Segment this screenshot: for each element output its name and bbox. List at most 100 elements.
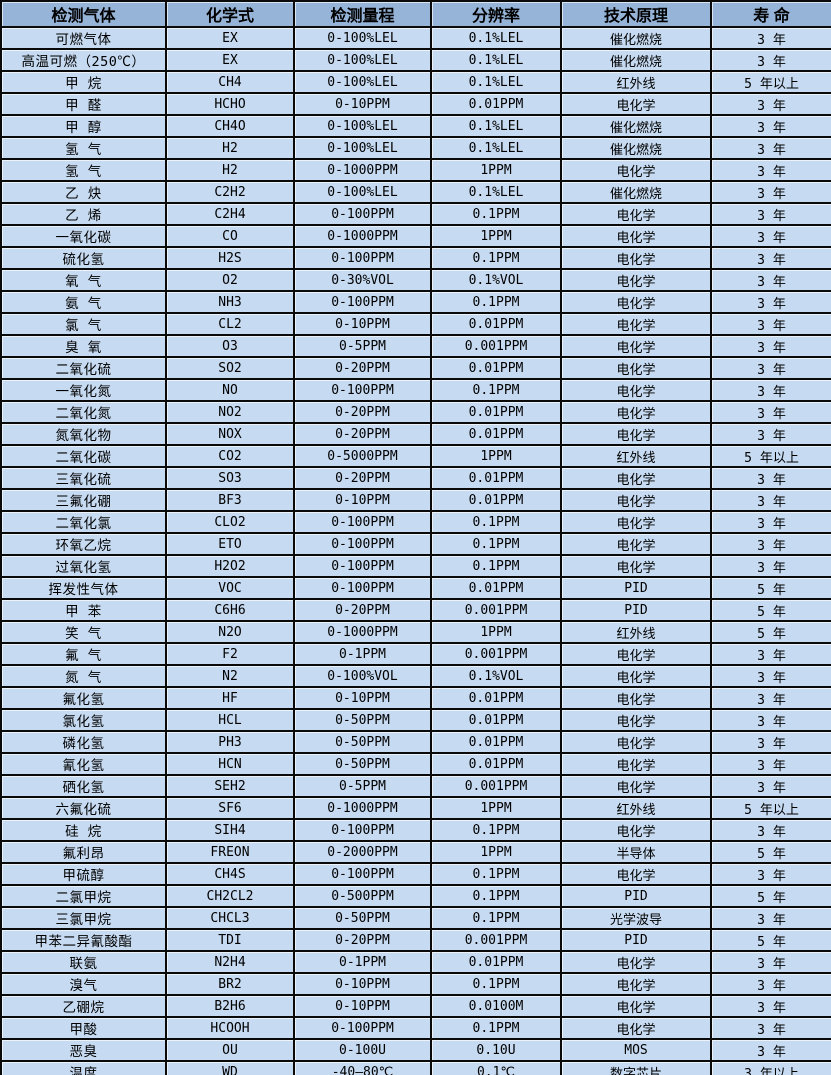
cell: H2 bbox=[165, 158, 295, 182]
cell: 0-2000PPM bbox=[293, 840, 432, 864]
cell: 电化学 bbox=[560, 972, 712, 996]
cell: 0-100PPM bbox=[293, 246, 432, 270]
cell: 0.01PPM bbox=[430, 950, 562, 974]
cell: 1PPM bbox=[430, 840, 562, 864]
table-row: 氟化氢 HF 0-10PPM 0.01PPM 电化学 3 年 bbox=[0, 686, 831, 710]
header-cell: 技术原理 bbox=[560, 0, 712, 28]
cell: 5 年 bbox=[710, 840, 831, 864]
header-cell: 检测气体 bbox=[0, 0, 167, 28]
cell: 5 年 bbox=[710, 928, 831, 952]
cell: 红外线 bbox=[560, 70, 712, 94]
cell: 0-10PPM bbox=[293, 312, 432, 336]
cell: C2H4 bbox=[165, 202, 295, 226]
table-row: 甲 烷 CH4 0-100%LEL 0.1%LEL 红外线 5 年以上 bbox=[0, 70, 831, 94]
cell: 0.1%LEL bbox=[430, 136, 562, 160]
table-row: 笑 气 N2O 0-1000PPM 1PPM 红外线 5 年 bbox=[0, 620, 831, 644]
cell: 0-10PPM bbox=[293, 686, 432, 710]
cell: CHCL3 bbox=[165, 906, 295, 930]
cell: 5 年 bbox=[710, 598, 831, 622]
cell: 红外线 bbox=[560, 796, 712, 820]
cell: 0.001PPM bbox=[430, 598, 562, 622]
cell: N2 bbox=[165, 664, 295, 688]
cell: 二氧化氯 bbox=[0, 510, 167, 534]
cell: 二氧化氮 bbox=[0, 400, 167, 424]
cell: F2 bbox=[165, 642, 295, 666]
table-row: 甲 醇 CH4O 0-100%LEL 0.1%LEL 催化燃烧 3 年 bbox=[0, 114, 831, 138]
cell: 0.1PPM bbox=[430, 818, 562, 842]
cell: 氮 气 bbox=[0, 664, 167, 688]
cell: 0.1PPM bbox=[430, 1016, 562, 1040]
cell: 3 年 bbox=[710, 224, 831, 248]
cell: 乙 炔 bbox=[0, 180, 167, 204]
cell: 0-20PPM bbox=[293, 400, 432, 424]
cell: 0-100PPM bbox=[293, 532, 432, 556]
cell: 5 年 bbox=[710, 620, 831, 644]
cell: 乙硼烷 bbox=[0, 994, 167, 1018]
cell: 半导体 bbox=[560, 840, 712, 864]
cell: 3 年 bbox=[710, 290, 831, 314]
cell: BR2 bbox=[165, 972, 295, 996]
cell: 0.1PPM bbox=[430, 290, 562, 314]
cell: 三氯甲烷 bbox=[0, 906, 167, 930]
cell: 溴气 bbox=[0, 972, 167, 996]
cell: 氢 气 bbox=[0, 158, 167, 182]
header-cell: 化学式 bbox=[165, 0, 295, 28]
cell: 0-100PPM bbox=[293, 554, 432, 578]
cell: 电化学 bbox=[560, 730, 712, 754]
cell: EX bbox=[165, 26, 295, 50]
cell: C6H6 bbox=[165, 598, 295, 622]
cell: 0-5000PPM bbox=[293, 444, 432, 468]
table-row: 氨 气 NH3 0-100PPM 0.1PPM 电化学 3 年 bbox=[0, 290, 831, 314]
cell: 0-20PPM bbox=[293, 422, 432, 446]
cell: 5 年以上 bbox=[710, 70, 831, 94]
cell: 0-100%LEL bbox=[293, 136, 432, 160]
cell: 0.01PPM bbox=[430, 466, 562, 490]
cell: 0-1PPM bbox=[293, 642, 432, 666]
cell: SIH4 bbox=[165, 818, 295, 842]
cell: 0.01PPM bbox=[430, 422, 562, 446]
cell: 3 年 bbox=[710, 1038, 831, 1062]
cell: 氮氧化物 bbox=[0, 422, 167, 446]
cell: H2S bbox=[165, 246, 295, 270]
cell: 电化学 bbox=[560, 1016, 712, 1040]
cell: 电化学 bbox=[560, 488, 712, 512]
table-row: 氮 气 N2 0-100%VOL 0.1%VOL 电化学 3 年 bbox=[0, 664, 831, 688]
cell: 氯 气 bbox=[0, 312, 167, 336]
cell: H2O2 bbox=[165, 554, 295, 578]
cell: 5 年以上 bbox=[710, 444, 831, 468]
cell: 0.01PPM bbox=[430, 752, 562, 776]
table-row: 高温可燃（250℃） EX 0-100%LEL 0.1%LEL 催化燃烧 3 年 bbox=[0, 48, 831, 72]
table-row: 氢 气 H2 0-100%LEL 0.1%LEL 催化燃烧 3 年 bbox=[0, 136, 831, 160]
table-row: 甲酸 HCOOH 0-100PPM 0.1PPM 电化学 3 年 bbox=[0, 1016, 831, 1040]
cell: 5 年 bbox=[710, 884, 831, 908]
table-row: 一氧化氮 NO 0-100PPM 0.1PPM 电化学 3 年 bbox=[0, 378, 831, 402]
cell: 电化学 bbox=[560, 532, 712, 556]
cell: 3 年 bbox=[710, 158, 831, 182]
cell: 0.1%VOL bbox=[430, 268, 562, 292]
table-row: 二氧化氯 CLO2 0-100PPM 0.1PPM 电化学 3 年 bbox=[0, 510, 831, 534]
cell: 0-1PPM bbox=[293, 950, 432, 974]
cell: 氨 气 bbox=[0, 290, 167, 314]
cell: 环氧乙烷 bbox=[0, 532, 167, 556]
cell: 0-100%LEL bbox=[293, 180, 432, 204]
cell: 电化学 bbox=[560, 378, 712, 402]
cell: 电化学 bbox=[560, 708, 712, 732]
table-row: 六氟化硫 SF6 0-1000PPM 1PPM 红外线 5 年以上 bbox=[0, 796, 831, 820]
cell: O2 bbox=[165, 268, 295, 292]
cell: 0.001PPM bbox=[430, 928, 562, 952]
cell: 3 年 bbox=[710, 114, 831, 138]
table-row: 硒化氢 SEH2 0-5PPM 0.001PPM 电化学 3 年 bbox=[0, 774, 831, 798]
cell: 催化燃烧 bbox=[560, 136, 712, 160]
cell: 3 年 bbox=[710, 532, 831, 556]
cell: 恶臭 bbox=[0, 1038, 167, 1062]
cell: 0-10PPM bbox=[293, 994, 432, 1018]
cell: 二氧化硫 bbox=[0, 356, 167, 380]
cell: 0-20PPM bbox=[293, 598, 432, 622]
table-row: 甲 苯 C6H6 0-20PPM 0.001PPM PID 5 年 bbox=[0, 598, 831, 622]
cell: 0-100PPM bbox=[293, 1016, 432, 1040]
cell: 0-20PPM bbox=[293, 466, 432, 490]
table-row: 氯 气 CL2 0-10PPM 0.01PPM 电化学 3 年 bbox=[0, 312, 831, 336]
cell: 0-5PPM bbox=[293, 334, 432, 358]
cell: 0.1PPM bbox=[430, 510, 562, 534]
